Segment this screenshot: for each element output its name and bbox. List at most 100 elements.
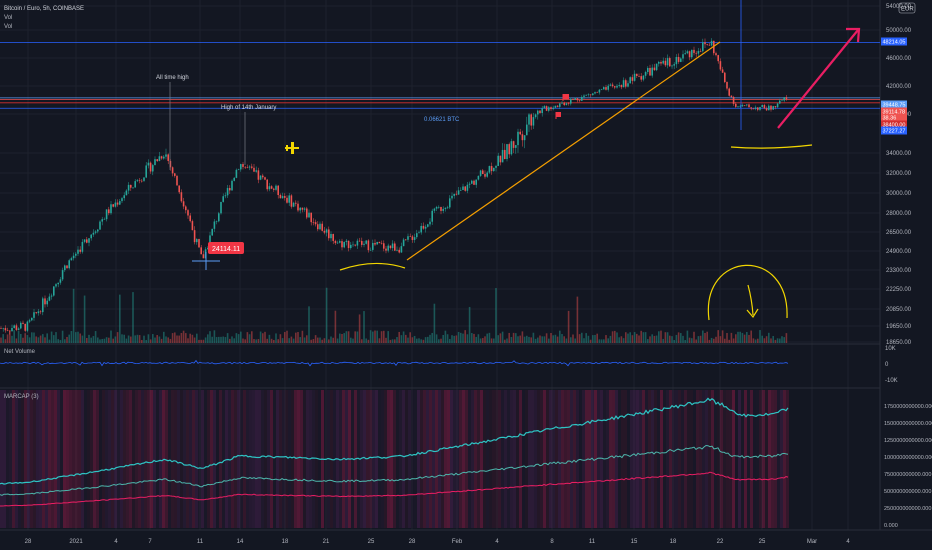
marcap-band bbox=[417, 390, 420, 528]
candle-body bbox=[277, 185, 279, 196]
marcap-band bbox=[432, 390, 435, 528]
volume-bar bbox=[416, 338, 418, 343]
volume-bar bbox=[772, 335, 774, 343]
candle-body bbox=[512, 141, 515, 148]
volume-bar bbox=[754, 339, 757, 343]
volume-bar bbox=[233, 338, 235, 343]
volume-bar bbox=[675, 334, 678, 343]
marcap-band bbox=[768, 390, 771, 528]
volume-bar bbox=[451, 335, 453, 343]
marcap-band bbox=[447, 390, 450, 528]
marcap-band bbox=[405, 390, 408, 528]
net-volume-title[interactable]: Net Volume bbox=[4, 349, 36, 355]
candle-body bbox=[556, 105, 559, 107]
currency-label: EUR bbox=[901, 7, 914, 13]
price-tick: 18650.00 bbox=[886, 340, 912, 346]
volume-bar bbox=[702, 330, 704, 343]
marcap-band bbox=[315, 390, 318, 528]
candle-body bbox=[108, 209, 110, 214]
candle-body bbox=[477, 175, 480, 180]
candle-body bbox=[607, 85, 609, 90]
time-axis[interactable]: 28 2021 4 7 11 14 18 21 25 28 Feb 4 8 11 15 18 22 25 Mar 4 bbox=[25, 539, 851, 545]
marcap-title[interactable]: MARCAP (3) bbox=[4, 394, 39, 400]
volume-bar bbox=[185, 333, 187, 343]
volume-bar bbox=[468, 306, 471, 343]
candle-body bbox=[110, 204, 112, 214]
candle-body bbox=[345, 240, 348, 242]
price-tick: 22250.00 bbox=[886, 287, 912, 293]
hand-drawn-down-arrow[interactable] bbox=[746, 284, 759, 319]
pink-arrow[interactable] bbox=[777, 27, 861, 129]
candle-body bbox=[413, 237, 416, 240]
volume-bar bbox=[499, 333, 502, 343]
volume-bar bbox=[475, 336, 477, 343]
candle-body bbox=[629, 77, 631, 84]
candle-body bbox=[783, 97, 785, 101]
volume-bar bbox=[352, 338, 354, 343]
volume-bar bbox=[156, 335, 158, 343]
price-tick: 24900.00 bbox=[886, 249, 912, 255]
marcap-band bbox=[732, 390, 735, 528]
candle-body bbox=[457, 190, 460, 195]
candle-body bbox=[741, 105, 744, 107]
volume-bar bbox=[669, 335, 671, 343]
hand-drawn-curve-feb[interactable] bbox=[730, 144, 813, 149]
volume-bar bbox=[11, 335, 13, 343]
candle-body bbox=[354, 244, 356, 246]
marcap-band bbox=[729, 390, 732, 528]
candle-body bbox=[589, 94, 592, 96]
candle-body bbox=[299, 207, 301, 211]
candle-body bbox=[537, 110, 539, 115]
volume-bar bbox=[530, 337, 532, 343]
annotation-all-time-high: All time high bbox=[156, 75, 189, 81]
candle-body bbox=[15, 325, 18, 330]
marcap-band bbox=[516, 390, 519, 528]
volume-bar bbox=[697, 336, 700, 343]
svg-text:37227.27: 37227.27 bbox=[883, 129, 906, 135]
trend-line[interactable] bbox=[406, 41, 721, 261]
candle-body bbox=[427, 224, 429, 227]
volume-bar bbox=[187, 338, 189, 343]
marcap-band bbox=[474, 390, 477, 528]
candle-body bbox=[405, 239, 407, 241]
candle-body bbox=[39, 311, 42, 313]
volume-bar bbox=[677, 332, 680, 343]
candle-body bbox=[651, 67, 653, 76]
candle-body bbox=[77, 249, 79, 254]
volume-bar bbox=[229, 338, 231, 343]
volume-bar bbox=[435, 334, 438, 343]
candle-body bbox=[121, 198, 123, 202]
marcap-band bbox=[471, 390, 474, 528]
time-tick: 4 bbox=[114, 539, 118, 545]
volume-bar bbox=[486, 333, 488, 343]
marcap-band bbox=[519, 390, 522, 528]
volume-bar bbox=[209, 331, 211, 343]
marcap-tick: 1500000000000.000 bbox=[884, 421, 932, 427]
marcap-band bbox=[498, 390, 501, 528]
candle-body bbox=[59, 279, 62, 283]
candle-body bbox=[416, 233, 418, 238]
candle-body bbox=[187, 210, 189, 216]
volume-bar bbox=[6, 334, 9, 343]
candle-body bbox=[422, 225, 425, 229]
marcap-band bbox=[372, 390, 375, 528]
marcap-band bbox=[465, 390, 468, 528]
currency-badge[interactable]: EUR bbox=[898, 2, 916, 14]
marcap-band bbox=[312, 390, 315, 528]
candle-body bbox=[451, 195, 453, 199]
hand-drawn-curve-jan[interactable] bbox=[339, 262, 406, 271]
marcap-band bbox=[633, 390, 636, 528]
volume-bar bbox=[517, 336, 519, 343]
legend-vol-2[interactable]: Vol bbox=[4, 24, 12, 30]
marcap-band bbox=[360, 390, 363, 528]
volume-bar bbox=[680, 333, 682, 343]
marcap-band bbox=[3, 390, 6, 528]
legend-vol-1[interactable]: Vol bbox=[4, 15, 12, 21]
volume-bar bbox=[141, 339, 143, 343]
candle-body bbox=[255, 170, 257, 172]
candle-body bbox=[257, 170, 260, 180]
hand-drawn-circle[interactable] bbox=[707, 264, 788, 321]
marcap-band bbox=[285, 390, 288, 528]
symbol-title[interactable]: Bitcoin / Euro, 5h, COINBASE bbox=[4, 6, 84, 12]
